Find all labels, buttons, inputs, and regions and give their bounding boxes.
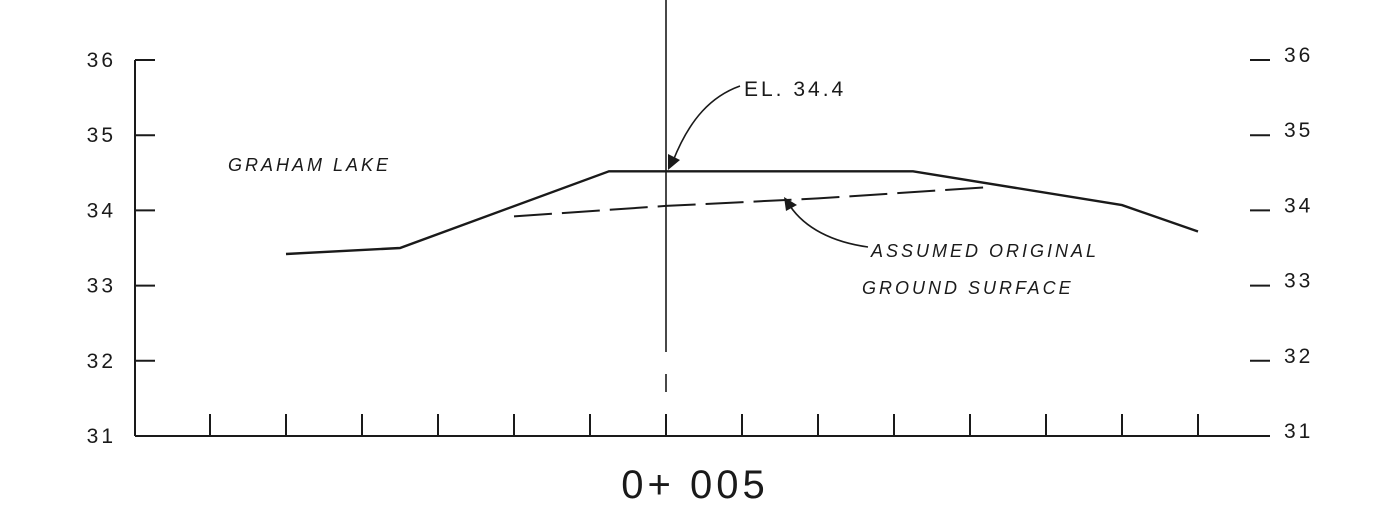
right-tick-label: 34 [1284,194,1313,217]
right-tick-label: 32 [1284,345,1313,368]
right-axis-ticks: 36 35 34 33 32 31 [1250,44,1313,443]
left-tick-label: 35 [87,124,116,147]
right-tick-label: 36 [1284,44,1313,67]
elevation-label: EL. 34.4 [744,78,846,101]
left-tick-label: 31 [87,425,116,448]
right-tick-label: 33 [1284,270,1313,293]
right-tick-label: 35 [1284,119,1313,142]
left-tick-label: 33 [87,275,116,298]
original-ground-line [513,186,990,218]
right-tick-label: 31 [1284,420,1313,443]
ground-label-line1: ASSUMED ORIGINAL [870,241,1099,261]
elevation-leader-arrow [668,85,741,170]
station-label: 0+ 005 [621,463,768,507]
embankment-profile-line [285,170,1199,256]
profile-series [285,170,1199,256]
left-axis-ticks: 36 35 34 33 32 31 [87,49,155,448]
lake-label: GRAHAM LAKE [228,155,391,175]
x-axis-ticks [209,414,1199,436]
left-tick-label: 36 [87,49,116,72]
left-tick-label: 32 [87,350,116,373]
left-tick-label: 34 [87,199,116,222]
ground-leader-arrow [784,197,869,248]
ground-label-line2: GROUND SURFACE [862,278,1074,298]
